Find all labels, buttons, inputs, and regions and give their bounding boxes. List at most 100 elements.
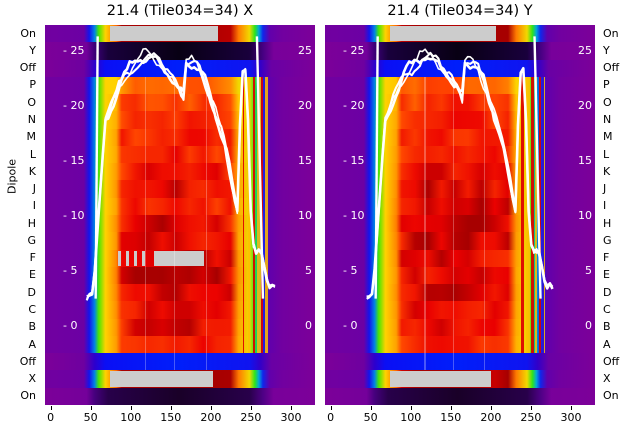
category-label-3: P (603, 78, 610, 92)
masked-region (444, 26, 487, 42)
rfi-stripe-5 (265, 76, 268, 354)
x-tick-label-50: 50 (363, 411, 378, 424)
heatmap-row-on-21 (325, 387, 595, 405)
category-label-7: L (603, 147, 610, 161)
category-label-15: D (27, 285, 36, 299)
category-label-8: K (603, 164, 611, 178)
category-labels-right: On Y Off P O N M L K J I H G F E D C B A Off X On (598, 0, 638, 440)
heatmap-panel-y[interactable]: - 25 25 - 20 20 - 15 15 - 10 10 - 5 5 - 0 0 (325, 25, 595, 405)
category-label-20: X (28, 372, 36, 386)
category-label-6: M (26, 130, 37, 144)
panel-title-y: 21.4 (Tile034=34) Y (387, 3, 533, 19)
x-tick-label-300: 300 (560, 411, 582, 424)
category-label-6: M (603, 130, 613, 144)
category-label-18: A (28, 337, 36, 351)
y-tick-label-5: - 5 (63, 264, 78, 278)
x-tick-mark-250 (250, 406, 252, 410)
masked-region (389, 371, 491, 387)
heatmap-row-i-10 (45, 197, 315, 216)
heatmap-image (45, 25, 315, 405)
rfi-stripe-5 (543, 76, 546, 354)
heatmap-row-d-15 (45, 284, 315, 302)
y-tick-label-right-10: 10 (578, 209, 592, 223)
heatmap-row-b-17 (325, 318, 595, 337)
masked-stripe (118, 250, 122, 266)
category-label-20: X (603, 372, 611, 386)
category-label-2: Off (603, 61, 620, 75)
heatmap-row-m-6 (325, 128, 595, 147)
y-tick-label-right-25: 25 (298, 43, 312, 57)
category-label-18: A (603, 337, 611, 351)
y-tick-label-25: - 25 (343, 43, 365, 57)
masked-region (164, 26, 209, 42)
x-tick-label-100: 100 (120, 411, 142, 424)
column-seam-0 (424, 76, 426, 371)
category-label-21: On (20, 389, 36, 403)
heatmap-row-j-9 (45, 180, 315, 199)
rfi-stripe-4 (538, 76, 541, 354)
x-tick-label-200: 200 (200, 411, 222, 424)
y-tick-label-25: - 25 (63, 43, 85, 57)
y-tick-label-10: - 10 (343, 209, 365, 223)
y-tick-label-right-0: 0 (585, 319, 592, 333)
heatmap-row-y-1 (45, 42, 315, 61)
category-label-17: B (603, 320, 611, 334)
heatmap-row-f-13 (325, 249, 595, 268)
x-tick-mark-100 (410, 406, 412, 410)
category-label-3: P (29, 78, 36, 92)
category-label-11: H (603, 216, 612, 230)
rfi-stripe-4 (260, 76, 263, 354)
heatmap-panel-x[interactable]: - 25 25 - 20 20 - 15 15 - 10 10 - 5 5 - 0 0 (45, 25, 315, 405)
y-tick-label-15: - 15 (63, 154, 85, 168)
heatmap-row-k-8 (325, 163, 595, 182)
category-label-8: K (28, 164, 36, 178)
heatmap-row-off-19 (325, 353, 595, 372)
column-seam-1 (173, 76, 176, 371)
x-tick-label-250: 250 (520, 411, 542, 424)
heatmap-row-m-6 (45, 128, 315, 147)
heatmap-row-h-11 (45, 215, 315, 233)
x-tick-label-0: 0 (47, 411, 55, 424)
column-seam-1 (452, 76, 454, 371)
y-tick-label-10: - 10 (63, 209, 85, 223)
heatmap-row-o-4 (45, 94, 315, 112)
category-labels-left: On Y Off P O N M L K J I H G F E D C B A Off X On (0, 0, 40, 440)
category-label-14: E (29, 268, 36, 282)
category-label-7: L (29, 147, 36, 161)
category-label-9: J (603, 182, 607, 196)
x-tick-label-250: 250 (240, 411, 262, 424)
heatmap-row-p-3 (45, 76, 315, 95)
heatmap-row-k-8 (45, 163, 315, 182)
heatmap-row-off-19 (45, 353, 315, 372)
category-label-21: On (603, 389, 619, 403)
x-tick-mark-300 (290, 406, 292, 410)
heatmap-row-on-21 (45, 387, 315, 405)
category-label-12: G (27, 233, 36, 247)
heatmap-image (325, 25, 595, 405)
x-tick-label-150: 150 (440, 411, 462, 424)
heatmap-row-l-7 (45, 145, 315, 164)
x-tick-label-300: 300 (280, 411, 302, 424)
category-label-19: Off (603, 354, 620, 368)
category-label-13: F (603, 251, 610, 265)
category-label-19: Off (19, 354, 36, 368)
category-label-5: N (603, 113, 612, 126)
x-tick-mark-150 (450, 406, 452, 410)
heatmap-row-o-4 (325, 94, 595, 112)
category-label-5: N (27, 113, 36, 126)
heatmap-row-d-15 (325, 284, 595, 302)
x-tick-mark-0 (330, 406, 332, 410)
x-tick-mark-50 (90, 406, 92, 410)
x-tick-mark-150 (170, 406, 172, 410)
category-label-16: C (603, 303, 611, 316)
heatmap-row-h-11 (325, 215, 595, 233)
masked-region (109, 371, 213, 387)
masked-stripe (125, 250, 129, 266)
y-tick-label-right-25: 25 (578, 43, 592, 57)
heatmap-row-a-18 (45, 335, 315, 354)
column-seam-0 (145, 76, 147, 371)
heatmap-row-y-1 (325, 42, 595, 61)
y-tick-label-20: - 20 (63, 98, 85, 112)
column-seam-2 (484, 76, 486, 371)
